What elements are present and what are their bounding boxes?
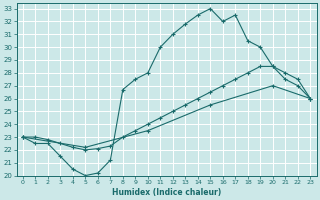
X-axis label: Humidex (Indice chaleur): Humidex (Indice chaleur) — [112, 188, 221, 197]
